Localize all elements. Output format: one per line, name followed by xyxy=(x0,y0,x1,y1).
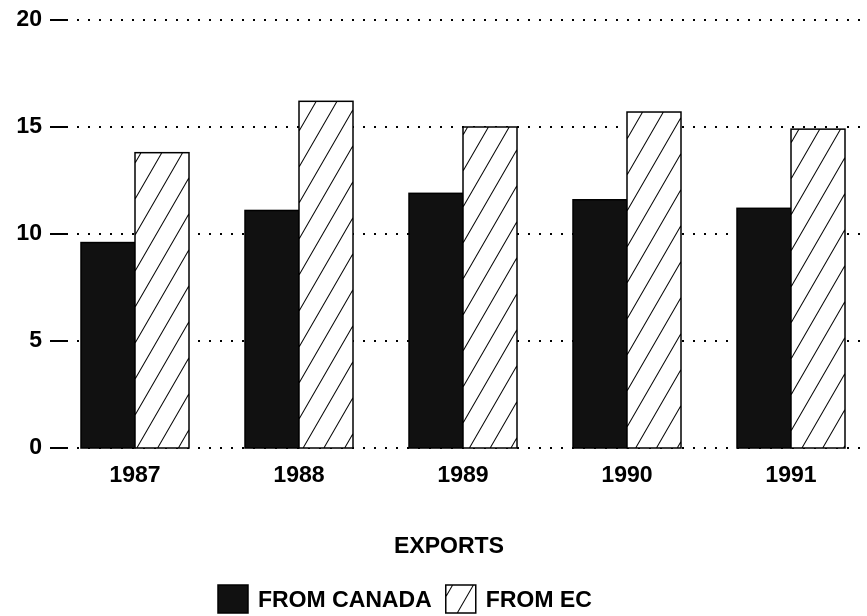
bar xyxy=(736,207,792,449)
bar xyxy=(408,192,464,449)
y-tick-label: 5 xyxy=(29,326,42,352)
x-tick-label: 1988 xyxy=(273,461,324,487)
x-axis-label: EXPORTS xyxy=(394,532,504,558)
legend-label: FROM EC xyxy=(486,586,592,612)
bar xyxy=(244,209,300,449)
legend-swatch xyxy=(217,584,249,614)
bar xyxy=(80,241,136,449)
bar xyxy=(572,199,628,449)
y-tick-label: 20 xyxy=(16,5,42,31)
x-tick-label: 1990 xyxy=(601,461,652,487)
legend-swatch xyxy=(445,584,477,614)
y-tick-label: 15 xyxy=(16,112,42,138)
bar xyxy=(462,126,518,449)
x-tick-label: 1989 xyxy=(437,461,488,487)
bar xyxy=(626,111,682,449)
x-tick-label: 1991 xyxy=(765,461,816,487)
bar xyxy=(134,151,190,449)
bar xyxy=(298,100,354,449)
legend-label: FROM CANADA xyxy=(258,586,432,612)
y-tick-label: 10 xyxy=(16,219,42,245)
bar xyxy=(790,128,846,449)
x-tick-label: 1987 xyxy=(109,461,160,487)
y-tick-label: 0 xyxy=(29,433,42,459)
